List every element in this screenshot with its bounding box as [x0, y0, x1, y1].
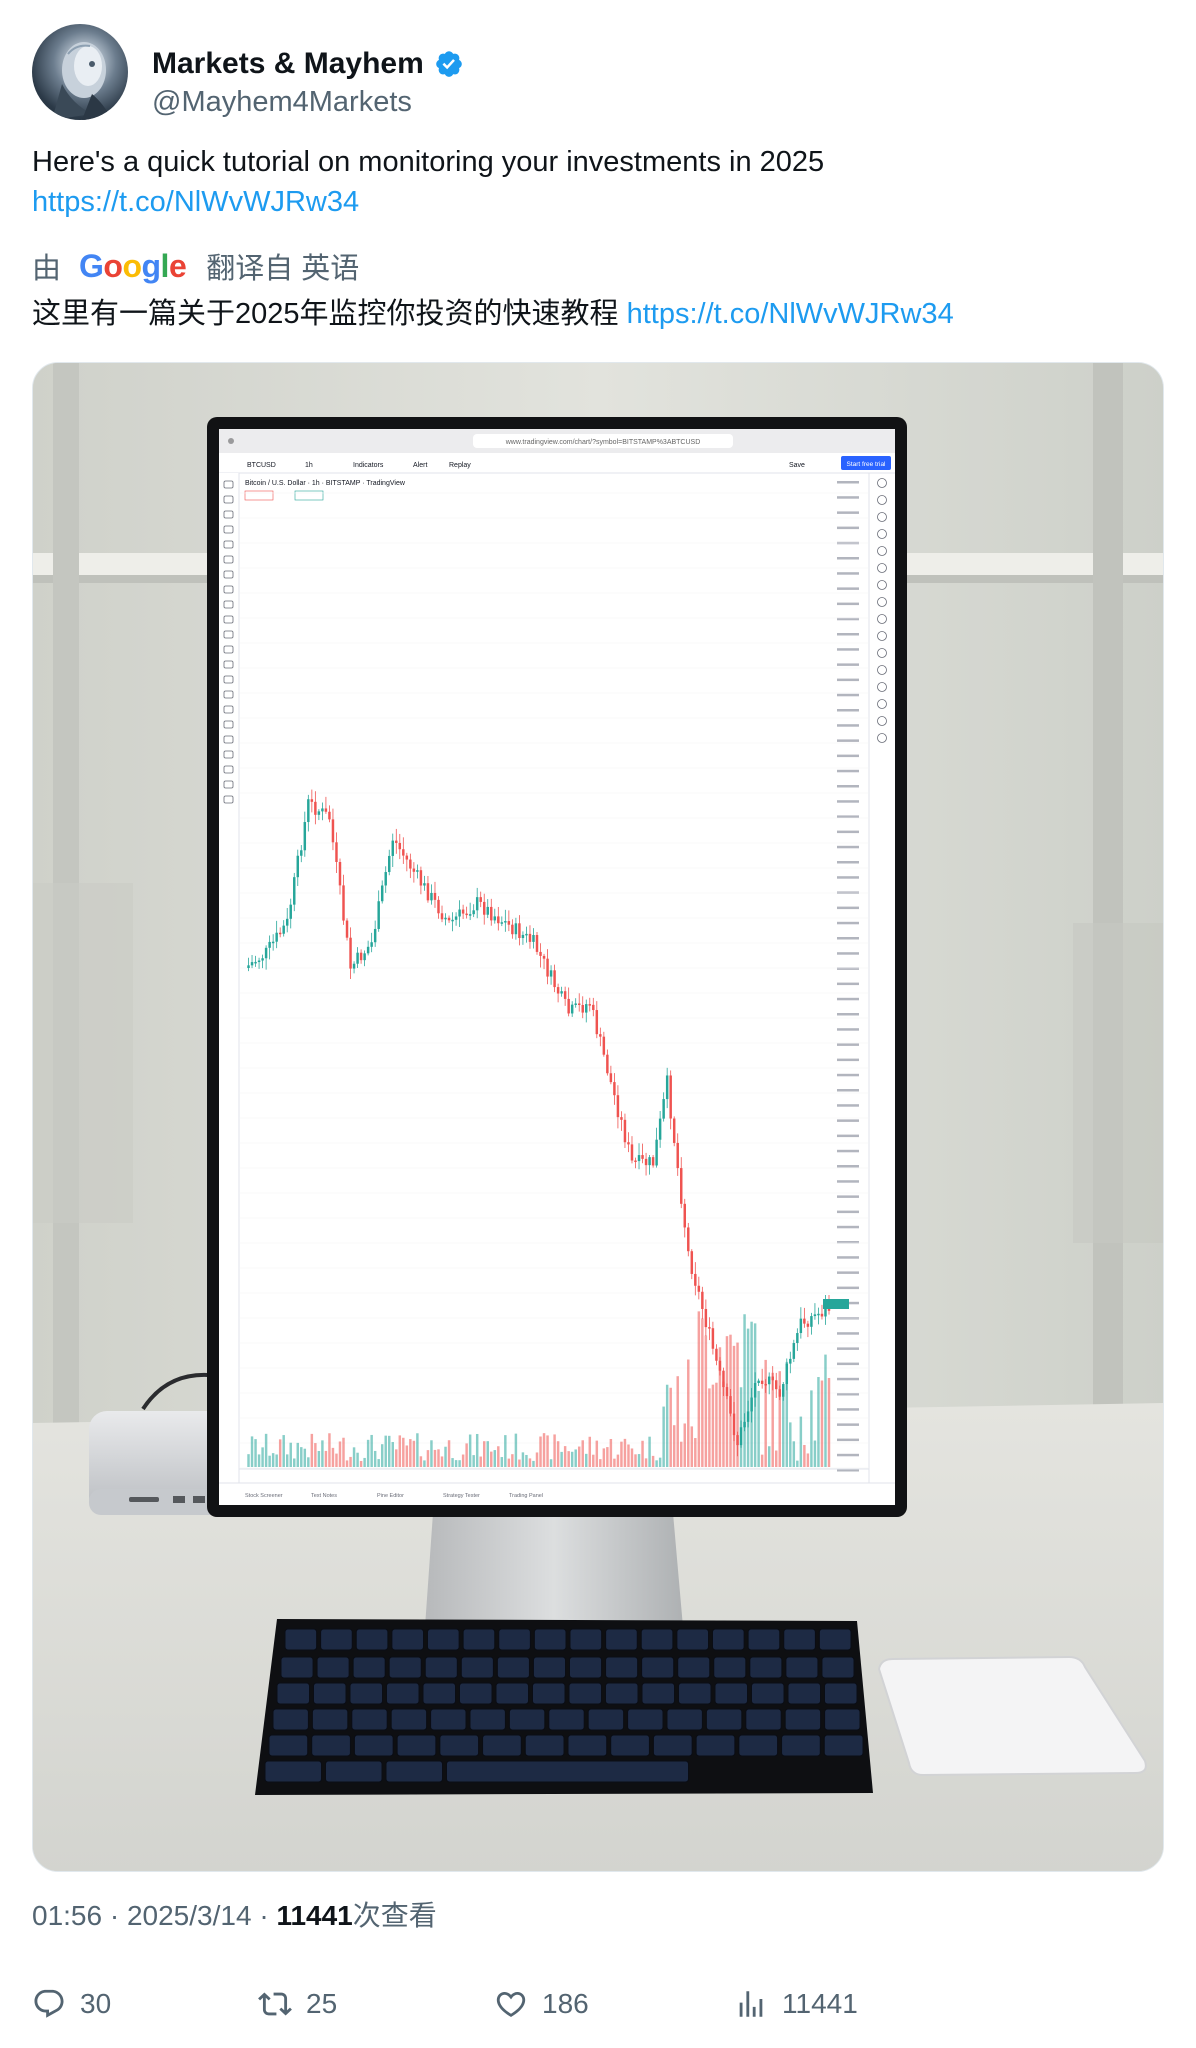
verified-badge-icon — [435, 51, 462, 77]
tv-cta — [841, 456, 891, 470]
tv-price-marker — [823, 1299, 849, 1309]
action-bar: 30 25 186 11441 — [32, 1982, 1164, 2026]
tweet-body: Here's a quick tutorial on monitoring yo… — [32, 146, 825, 178]
tv-candles — [247, 789, 831, 1457]
tv-bottom-tab: Text Notes — [311, 1493, 337, 1499]
reply-count: 30 — [80, 1988, 112, 2019]
browser-url: www.tradingview.com/chart/?symbol=BITSTA… — [505, 439, 701, 446]
tv-chart-title: Bitcoin / U.S. Dollar · 1h · BITSTAMP · … — [245, 480, 406, 487]
tweet-meta: 01:56 · 2025/3/14 · 11441次查看 — [32, 1894, 437, 1934]
tweet-photo[interactable]: www.tradingview.com/chart/?symbol=BITSTA… — [32, 362, 1164, 1872]
handle[interactable]: @Mayhem4Markets — [152, 86, 412, 118]
tv-interval: 1h — [305, 462, 313, 469]
views-icon — [739, 1991, 763, 2017]
meta-separator: · — [109, 1900, 127, 1931]
like-icon — [496, 1991, 526, 2017]
tv-alert: Alert — [413, 462, 427, 469]
views-action-count: 11441 — [782, 1988, 858, 2019]
like-count: 186 — [542, 1988, 589, 2019]
translated-body: 这里有一篇关于2025年监控你投资的快速教程 — [32, 298, 619, 330]
meta-separator: · — [259, 1900, 277, 1931]
translation-attribution: 由 Google 翻译自 英语 — [32, 246, 359, 286]
trackpad — [877, 1655, 1147, 1777]
view-count-suffix: 次查看 — [352, 1900, 437, 1931]
tv-save: Save — [789, 462, 805, 469]
tv-indicators: Indicators — [353, 462, 384, 469]
keyboard — [255, 1619, 873, 1795]
avatar[interactable] — [32, 24, 128, 120]
repost-button[interactable]: 25 — [258, 1982, 337, 2026]
tweet-link[interactable]: https://t.co/NlWvWJRw34 — [32, 186, 360, 218]
monitor-stand — [425, 1513, 683, 1627]
view-count: 11441 — [276, 1900, 353, 1931]
translated-from-label[interactable]: 翻译自 英语 — [206, 253, 360, 285]
tv-bottom-tabs: Stock Screener Text Notes Pine Editor Strat… — [245, 1493, 543, 1499]
desk-photo: www.tradingview.com/chart/?symbol=BITSTA… — [33, 363, 1163, 1871]
tv-replay: Replay — [449, 462, 471, 469]
tv-drawing-tools — [223, 480, 234, 804]
translated-link[interactable]: https://t.co/NlWvWJRw34 — [626, 298, 954, 330]
reply-button[interactable]: 30 — [32, 1982, 111, 2026]
name-row: Markets & Mayhem — [152, 44, 464, 84]
reply-icon — [34, 1989, 64, 2018]
tv-bottom-tab: Strategy Tester — [443, 1493, 480, 1499]
monitor-screen: www.tradingview.com/chart/?symbol=BITSTA… — [219, 429, 895, 1505]
tv-cta-label: Start free trial — [846, 461, 886, 468]
tv-ticker: BTCUSD — [247, 462, 276, 469]
repost-icon — [258, 1992, 292, 2016]
avatar-image — [52, 42, 112, 120]
tweet-text: Here's a quick tutorial on monitoring yo… — [32, 142, 1164, 222]
tweet-header: Markets & Mayhem @Mayhem4Markets — [32, 24, 1164, 124]
tv-bottom-tab: Stock Screener — [245, 1493, 283, 1499]
display-name[interactable]: Markets & Mayhem — [152, 47, 424, 80]
tv-widget-bar — [877, 478, 887, 743]
tv-bottom-tab: Trading Panel — [509, 1493, 543, 1499]
tv-bottom-tab: Pine Editor — [377, 1493, 404, 1499]
right-rail — [1093, 363, 1123, 1423]
google-logo: Google — [79, 247, 187, 284]
translated-by-label: 由 — [32, 253, 62, 285]
tweet-date[interactable]: 2025/3/14 — [126, 1900, 252, 1931]
views-button[interactable]: 11441 — [734, 1982, 858, 2026]
translated-text: 这里有一篇关于2025年监控你投资的快速教程 https://t.co/NlWv… — [32, 294, 1164, 334]
repost-count: 25 — [306, 1988, 338, 2019]
tweet-time[interactable]: 01:56 — [32, 1900, 103, 1931]
like-button[interactable]: 186 — [494, 1982, 589, 2026]
tv-toolbar — [219, 453, 895, 473]
